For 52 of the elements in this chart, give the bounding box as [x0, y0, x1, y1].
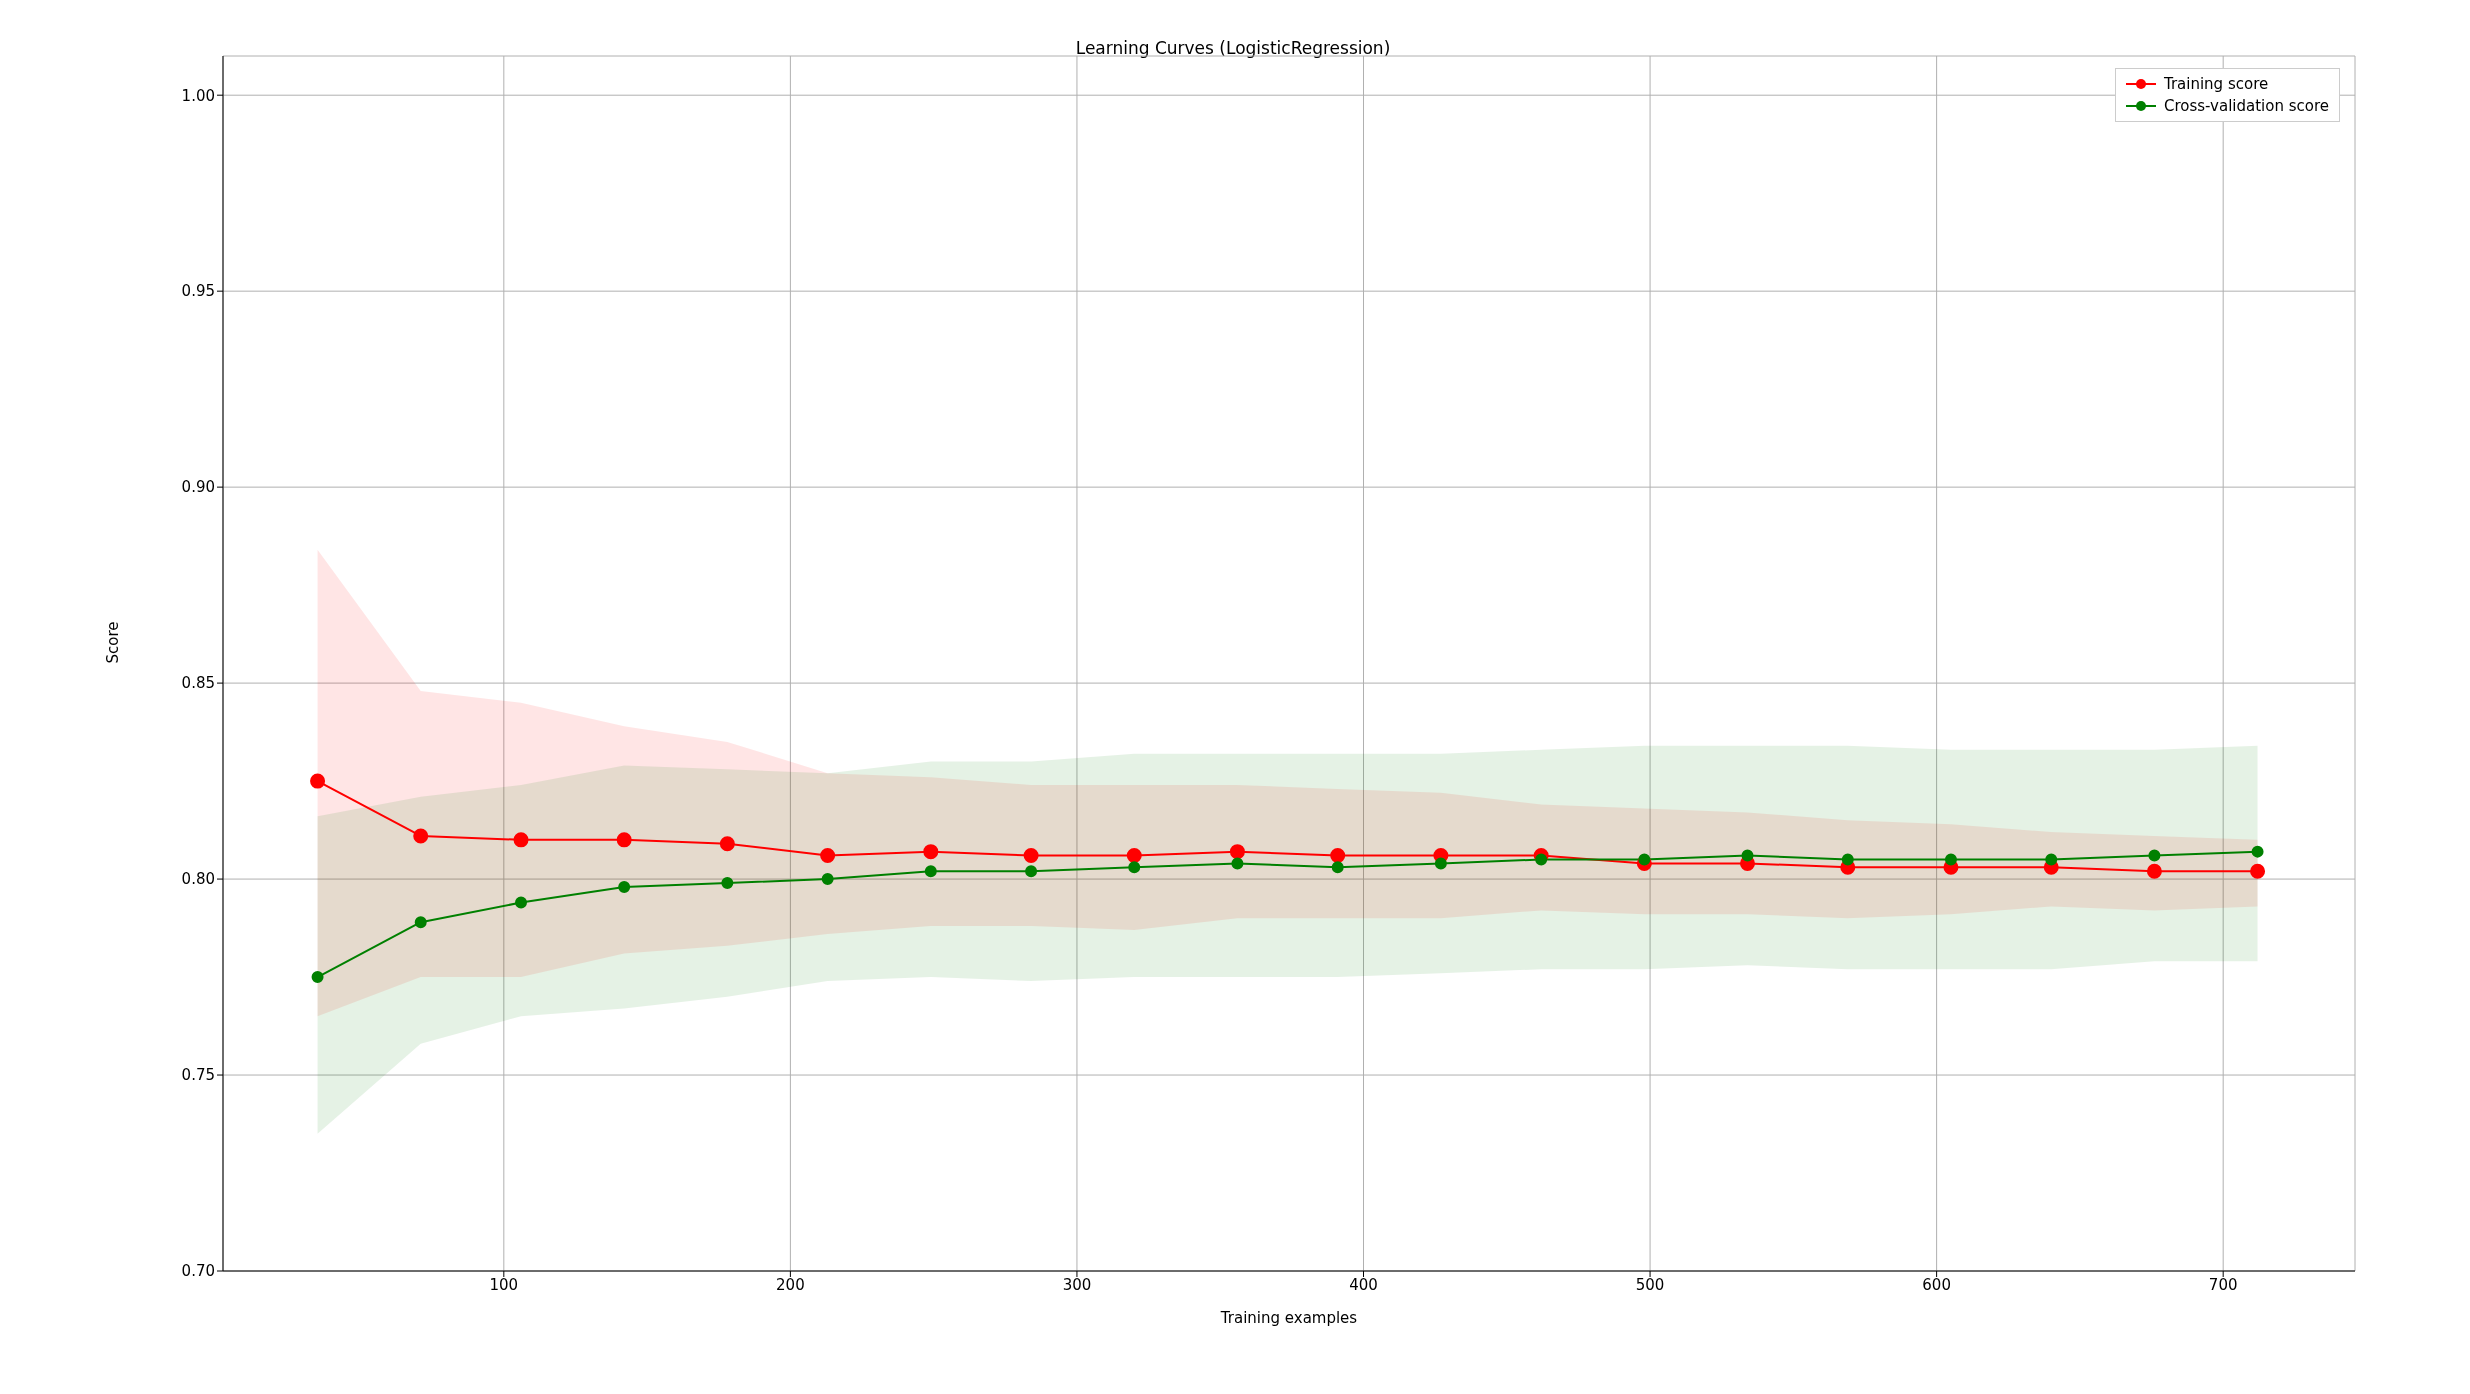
point — [513, 832, 529, 848]
point — [821, 873, 834, 886]
point — [311, 971, 324, 984]
y-tick-label: 0.75 — [181, 1066, 215, 1085]
point — [2146, 863, 2162, 879]
point — [310, 773, 326, 789]
point — [413, 828, 429, 844]
x-tick-label: 100 — [489, 1275, 519, 1294]
point — [2148, 849, 2161, 862]
legend-label: Cross-validation score — [2163, 96, 2329, 117]
point — [1126, 848, 1142, 864]
point — [1434, 857, 1447, 870]
point — [1841, 853, 1854, 866]
x-tick-label: 400 — [1349, 1275, 1378, 1294]
point — [923, 844, 939, 860]
y-tick-label: 1.00 — [181, 86, 215, 105]
point — [2250, 863, 2266, 879]
point — [719, 836, 735, 852]
y-tick-label: 0.80 — [181, 870, 215, 889]
x-tick-label: 700 — [2208, 1275, 2238, 1294]
y-tick-label: 0.70 — [181, 1262, 215, 1281]
point — [1023, 848, 1039, 864]
y-axis-title: Score — [104, 621, 123, 664]
point — [2045, 853, 2058, 866]
chart-title: Learning Curves (LogisticRegression) — [1074, 38, 1392, 58]
legend-label: Training score — [2163, 74, 2269, 95]
point — [616, 832, 632, 848]
point — [1638, 853, 1651, 866]
y-tick-label: 0.90 — [181, 478, 215, 497]
point — [1944, 853, 1957, 866]
point — [1331, 861, 1344, 874]
point — [820, 848, 836, 864]
y-tick-label: 0.85 — [181, 674, 215, 693]
point — [2251, 845, 2264, 858]
x-axis-title: Training examples — [1219, 1309, 1358, 1327]
x-tick-label: 200 — [776, 1275, 805, 1294]
point — [1229, 844, 1245, 860]
x-tick-label: 600 — [1922, 1275, 1951, 1294]
point — [414, 916, 427, 929]
point — [1231, 857, 1244, 870]
point — [1128, 861, 1141, 874]
point — [924, 865, 937, 878]
point — [515, 896, 528, 909]
x-tick-label: 500 — [1635, 1275, 1665, 1294]
y-tick-label: 0.95 — [181, 282, 215, 301]
point — [1535, 853, 1548, 866]
point — [618, 880, 631, 893]
point — [1330, 848, 1346, 864]
point — [1741, 849, 1754, 862]
x-tick-label: 300 — [1062, 1275, 1092, 1294]
point — [721, 876, 734, 889]
point — [1025, 865, 1038, 878]
